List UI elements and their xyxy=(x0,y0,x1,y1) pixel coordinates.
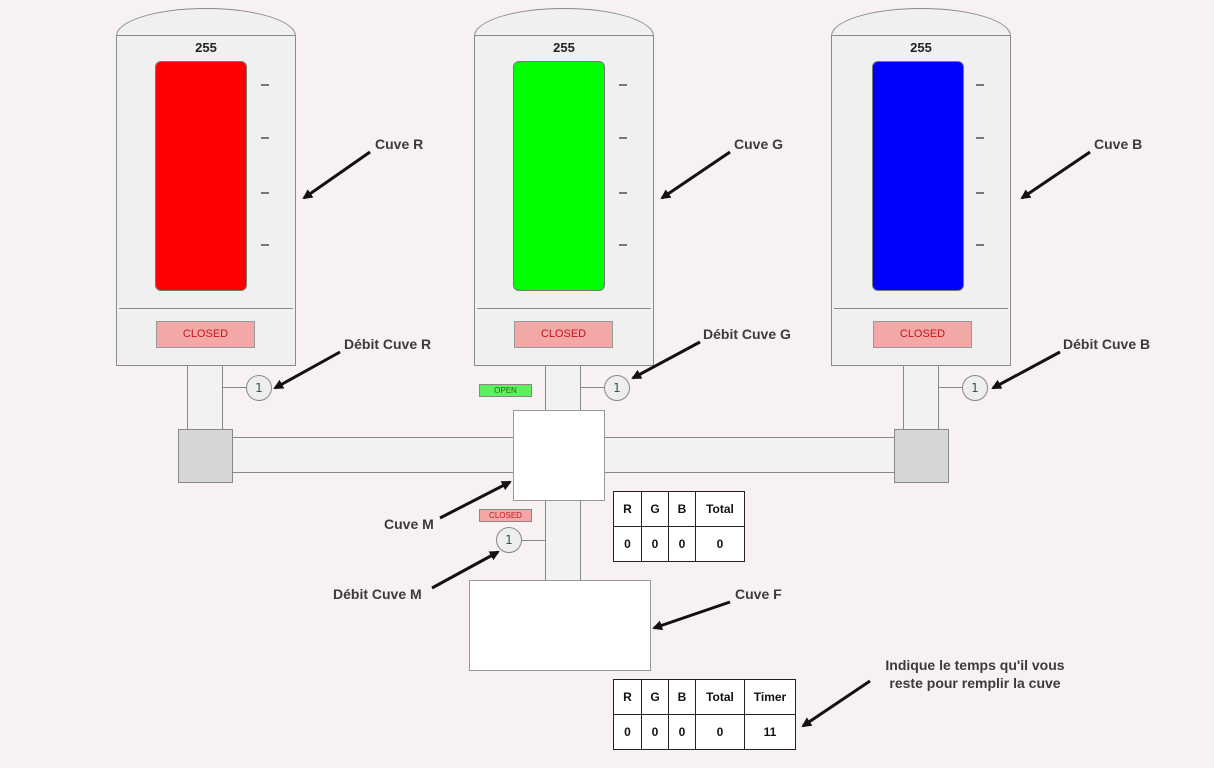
tank-g-tick xyxy=(619,192,627,194)
mixer-output-status[interactable]: CLOSED xyxy=(479,509,532,522)
label-debit-b: Débit Cuve B xyxy=(1063,336,1151,352)
tank-g: 255 CLOSED xyxy=(474,35,654,366)
tank-m xyxy=(513,410,605,501)
mixer-input-status[interactable]: OPEN xyxy=(479,384,532,397)
final-timer-cell: 11 xyxy=(744,714,796,750)
tank-b-fill xyxy=(872,61,964,291)
final-table-cell: 0 xyxy=(668,714,696,750)
tank-b-tick xyxy=(976,137,984,139)
pipe-m-down xyxy=(545,500,581,581)
mixer-table: R G B Total 0 0 0 0 xyxy=(613,491,745,562)
tank-b-valve-button[interactable]: CLOSED xyxy=(873,321,972,348)
tank-b-tick xyxy=(976,84,984,86)
mixer-table-cell: 0 xyxy=(668,526,696,562)
arrow-debit-g xyxy=(631,340,701,380)
tank-r-tick xyxy=(261,192,269,194)
tank-g-tick xyxy=(619,137,627,139)
tank-b-tick xyxy=(976,192,984,194)
flow-r-knob[interactable]: 1 xyxy=(246,375,272,401)
tank-r-level: 255 xyxy=(195,40,217,55)
label-debit-g: Débit Cuve G xyxy=(703,326,791,342)
mixer-table-header: R xyxy=(613,491,642,527)
pipe-joint-b xyxy=(894,429,949,483)
final-table: R G B Total Timer 0 0 0 0 11 xyxy=(613,679,796,750)
tank-r-tick xyxy=(261,84,269,86)
mixer-table-header: Total xyxy=(695,491,745,527)
tank-r-tick xyxy=(261,244,269,246)
flow-stem xyxy=(581,387,604,388)
tank-g-divider xyxy=(477,308,651,309)
pipe-r-horizontal xyxy=(232,437,514,473)
mixer-table-cell: 0 xyxy=(695,526,745,562)
flow-stem xyxy=(521,540,545,541)
tank-r-fill xyxy=(155,61,247,291)
mixer-table-cell: 0 xyxy=(613,526,642,562)
tank-b-divider xyxy=(834,308,1008,309)
flow-m-knob[interactable]: 1 xyxy=(496,527,522,553)
tank-b-tick xyxy=(976,244,984,246)
pipe-g-down xyxy=(545,366,581,412)
timer-note-line2: reste pour remplir la cuve xyxy=(889,675,1061,691)
label-cuve-g: Cuve G xyxy=(734,136,784,152)
pipe-b-down xyxy=(903,366,939,430)
tank-g-tick xyxy=(619,244,627,246)
tank-r-tick xyxy=(261,137,269,139)
tank-b-level: 255 xyxy=(910,40,932,55)
arrow-cuve-r xyxy=(302,150,371,200)
tank-g-fill xyxy=(513,61,605,291)
arrow-debit-m xyxy=(431,550,500,590)
tank-g-tick xyxy=(619,84,627,86)
tank-g-valve-button[interactable]: CLOSED xyxy=(514,321,613,348)
pipe-joint-r xyxy=(178,429,233,483)
label-debit-r: Débit Cuve R xyxy=(344,336,432,352)
arrow-timer xyxy=(801,679,871,728)
final-table-cell: 0 xyxy=(613,714,642,750)
label-debit-m: Débit Cuve M xyxy=(333,586,422,602)
flow-b-knob[interactable]: 1 xyxy=(962,375,988,401)
arrow-cuve-f xyxy=(652,600,731,631)
tank-r-divider xyxy=(119,308,293,309)
label-cuve-f: Cuve F xyxy=(735,586,782,602)
flow-stem xyxy=(223,387,247,388)
tank-r-valve-button[interactable]: CLOSED xyxy=(156,321,255,348)
arrow-cuve-g xyxy=(660,150,731,200)
flow-g-knob[interactable]: 1 xyxy=(604,375,630,401)
tank-g-level: 255 xyxy=(553,40,575,55)
arrow-cuve-m xyxy=(439,480,512,520)
label-cuve-m: Cuve M xyxy=(384,516,434,532)
pipe-r-down xyxy=(187,366,223,430)
timer-note-line1: Indique le temps qu'il vous xyxy=(885,657,1065,673)
mixer-table-cell: 0 xyxy=(641,526,669,562)
flow-stem xyxy=(939,387,962,388)
label-cuve-r: Cuve R xyxy=(375,136,424,152)
tank-b: 255 CLOSED xyxy=(831,35,1011,366)
arrow-debit-b xyxy=(991,350,1061,390)
arrow-cuve-b xyxy=(1020,150,1091,200)
final-table-cell: 0 xyxy=(695,714,745,750)
label-cuve-b: Cuve B xyxy=(1094,136,1143,152)
pipe-b-horizontal xyxy=(604,437,895,473)
tank-r: 255 CLOSED xyxy=(116,35,296,366)
arrow-debit-r xyxy=(273,350,341,390)
tank-f xyxy=(469,580,651,671)
